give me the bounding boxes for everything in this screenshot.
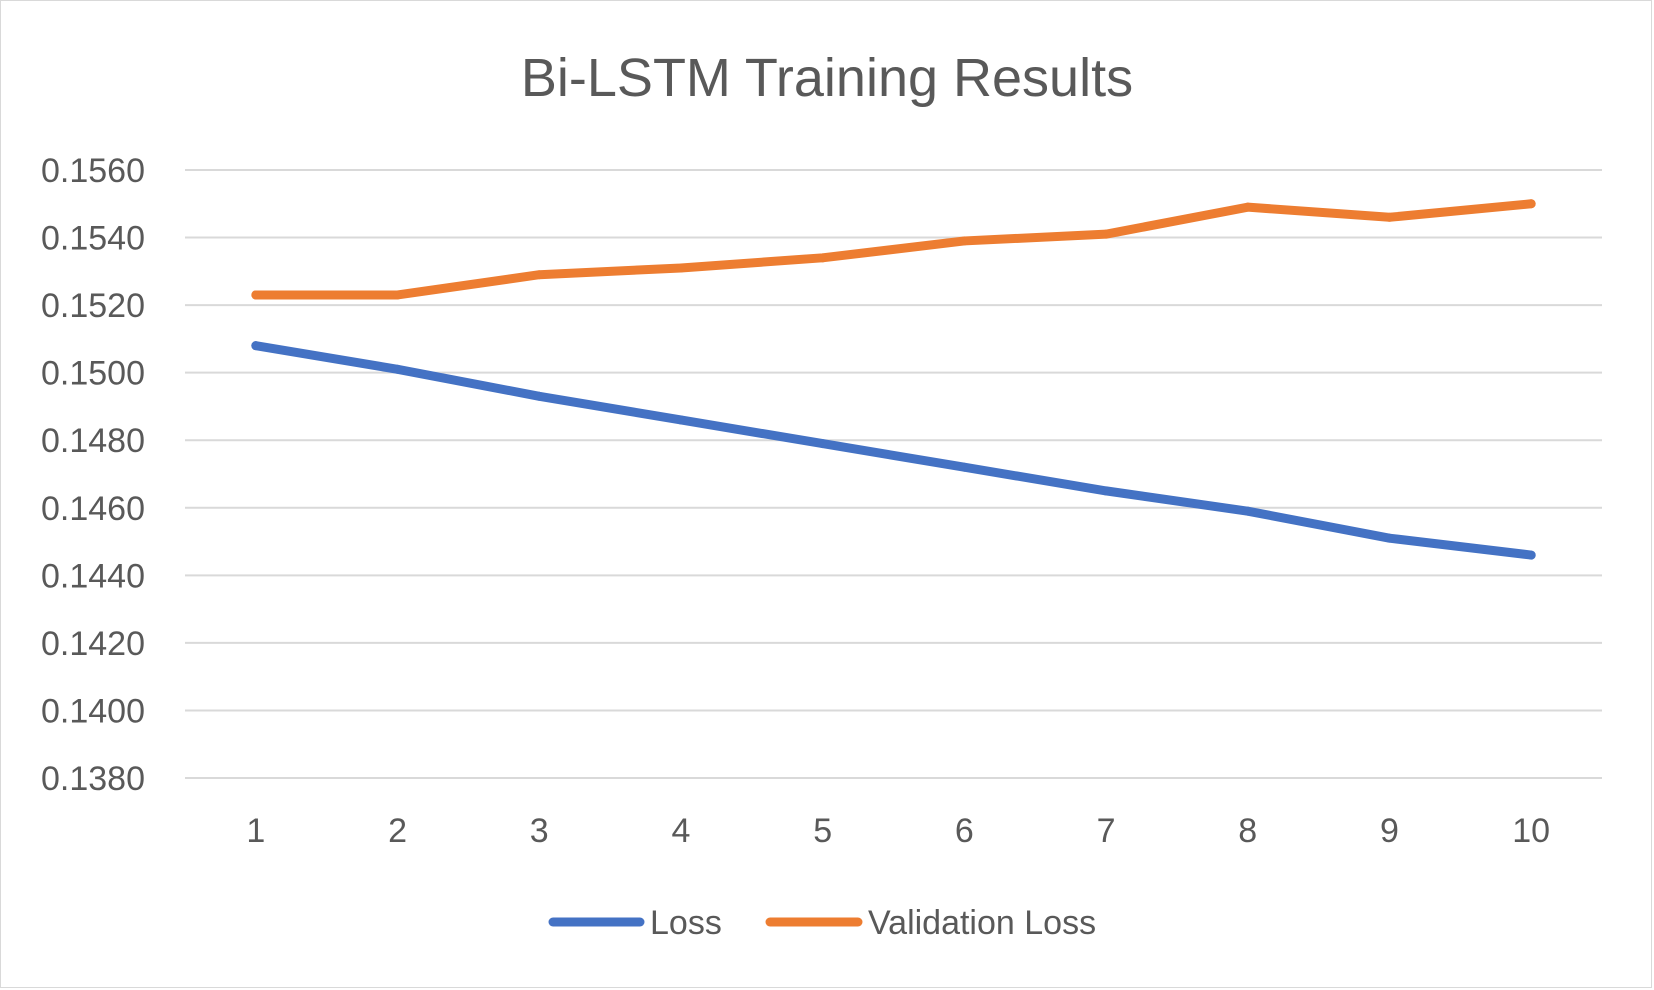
data-point (1526, 199, 1536, 209)
y-tick-label: 0.1380 (41, 760, 145, 798)
x-tick-label: 5 (813, 812, 832, 850)
data-point (1526, 550, 1536, 560)
data-point (1101, 486, 1111, 496)
data-point (1101, 229, 1111, 239)
data-point (676, 263, 686, 273)
series-line-validation-loss (251, 199, 1536, 300)
y-tick-label: 0.1560 (41, 152, 145, 190)
gridlines (185, 169, 1602, 779)
y-tick-label: 0.1400 (41, 692, 145, 730)
data-point (393, 290, 403, 300)
x-tick-label: 2 (388, 812, 407, 850)
y-tick-label: 0.1520 (41, 287, 145, 325)
data-point (251, 290, 261, 300)
x-axis-ticks: 1 2 3 4 5 6 7 8 9 10 (246, 812, 1550, 850)
data-point (251, 341, 261, 351)
data-point (1384, 533, 1394, 543)
x-tick-label: 7 (1097, 812, 1116, 850)
data-point (818, 439, 828, 449)
data-point (676, 415, 686, 425)
legend: Loss Validation Loss (548, 904, 1096, 942)
series-line-loss (251, 341, 1536, 560)
y-tick-label: 0.1460 (41, 490, 145, 528)
chart-title: Bi-LSTM Training Results (521, 48, 1133, 108)
y-tick-label: 0.1500 (41, 355, 145, 393)
x-tick-label: 3 (530, 812, 549, 850)
data-point (1384, 212, 1394, 222)
data-point (959, 462, 969, 472)
legend-label: Loss (650, 904, 722, 942)
x-tick-label: 10 (1512, 812, 1550, 850)
y-tick-label: 0.1440 (41, 557, 145, 595)
y-tick-label: 0.1540 (41, 220, 145, 258)
data-point (534, 391, 544, 401)
x-tick-label: 1 (246, 812, 265, 850)
data-point (959, 236, 969, 246)
data-point (534, 270, 544, 280)
data-point (818, 253, 828, 263)
x-tick-label: 6 (955, 812, 974, 850)
y-tick-label: 0.1420 (41, 625, 145, 663)
legend-label: Validation Loss (868, 904, 1096, 942)
x-tick-label: 4 (671, 812, 690, 850)
y-axis-ticks: 0.1380 0.1400 0.1420 0.1440 0.1460 0.1480 0.15… (41, 152, 145, 798)
data-point (1243, 202, 1253, 212)
y-tick-label: 0.1480 (41, 422, 145, 460)
series-lines (251, 199, 1536, 560)
data-point (393, 364, 403, 374)
data-point (1243, 506, 1253, 516)
x-tick-label: 9 (1380, 812, 1399, 850)
x-tick-label: 8 (1238, 812, 1257, 850)
